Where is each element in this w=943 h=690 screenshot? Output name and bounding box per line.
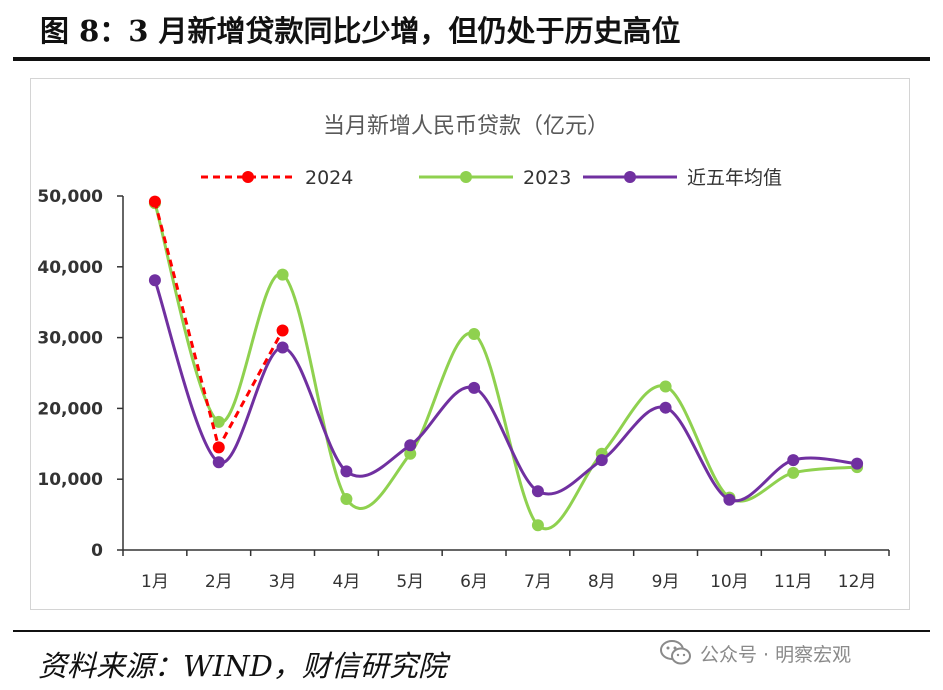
y-tick-label: 20,000	[37, 399, 103, 419]
x-tick-label: 1月	[141, 572, 169, 592]
data-point-近五年均值	[659, 401, 672, 414]
data-point-2024	[212, 441, 225, 454]
axes: 0 10,000 20,000 30,000 40,000 50,000 1月 2月 3月 4月 5…	[37, 187, 890, 592]
x-tick-label: 11月	[774, 572, 813, 592]
data-point-近五年均值	[148, 274, 161, 287]
y-tick-label: 0	[91, 541, 103, 561]
chart-title: 当月新增人民币贷款（亿元）	[323, 114, 609, 139]
data-point-近五年均值	[531, 485, 544, 498]
x-tick-label: 3月	[269, 572, 297, 592]
data-point-近五年均值	[723, 493, 736, 506]
x-tick-label: 6月	[460, 572, 488, 592]
x-tick-label: 7月	[524, 572, 552, 592]
legend: 2024 2023 近五年均值	[201, 167, 782, 189]
watermark: 公众号 · 明察宏观	[660, 637, 851, 669]
data-point-近五年均值	[851, 457, 864, 470]
figure-heading: 图 8：3 月新增贷款同比少增，但仍处于历史高位	[40, 14, 681, 48]
watermark-text: 公众号 · 明察宏观	[700, 643, 852, 666]
data-point-2023	[212, 415, 225, 428]
data-point-近五年均值	[595, 454, 608, 467]
data-point-2023	[531, 519, 544, 532]
data-point-近五年均值	[276, 341, 289, 354]
line-chart: 当月新增人民币贷款（亿元） 2024 2023 近五年均值 0 10,000 20,00…	[37, 114, 890, 592]
x-tick-label: 9月	[652, 572, 680, 592]
data-point-2023	[276, 268, 289, 281]
data-point-近五年均值	[787, 454, 800, 467]
data-point-近五年均值	[404, 439, 417, 452]
legend-label: 2023	[523, 167, 571, 189]
data-point-2023	[659, 380, 672, 393]
legend-marker-2024	[242, 171, 254, 183]
x-tick-label: 12月	[838, 572, 877, 592]
y-tick-label: 10,000	[37, 470, 103, 490]
x-tick-label: 8月	[588, 572, 616, 592]
bottom-rule	[13, 630, 930, 632]
data-point-2023	[340, 493, 353, 506]
source-note: 资料来源：WIND，财信研究院	[38, 649, 447, 683]
series-layer	[148, 195, 864, 532]
data-point-2024	[276, 324, 289, 337]
y-tick-label: 40,000	[37, 258, 103, 278]
x-tick-label: 10月	[710, 572, 749, 592]
y-tick-label: 30,000	[37, 329, 103, 349]
chart-frame: 当月新增人民币贷款（亿元） 2024 2023 近五年均值 0 10,000 20,00…	[30, 78, 910, 610]
legend-label: 2024	[305, 167, 353, 189]
series-line-2023	[153, 202, 858, 530]
data-point-近五年均值	[340, 465, 353, 478]
data-point-近五年均值	[468, 381, 481, 394]
data-point-2023	[787, 466, 800, 479]
x-tick-label: 2月	[205, 572, 233, 592]
legend-label: 近五年均值	[687, 167, 782, 189]
y-tick-label: 50,000	[37, 187, 103, 207]
series-line-2024	[153, 201, 284, 452]
x-tick-label: 4月	[333, 572, 361, 592]
legend-marker-近五年均值	[624, 171, 636, 183]
top-rule	[13, 57, 930, 61]
x-tick-label: 5月	[396, 572, 424, 592]
data-point-2024	[148, 195, 161, 208]
data-point-2023	[468, 328, 481, 341]
legend-marker-2023	[460, 171, 472, 183]
wechat-icon	[660, 640, 691, 665]
data-point-2023	[404, 447, 417, 460]
data-point-近五年均值	[212, 456, 225, 469]
